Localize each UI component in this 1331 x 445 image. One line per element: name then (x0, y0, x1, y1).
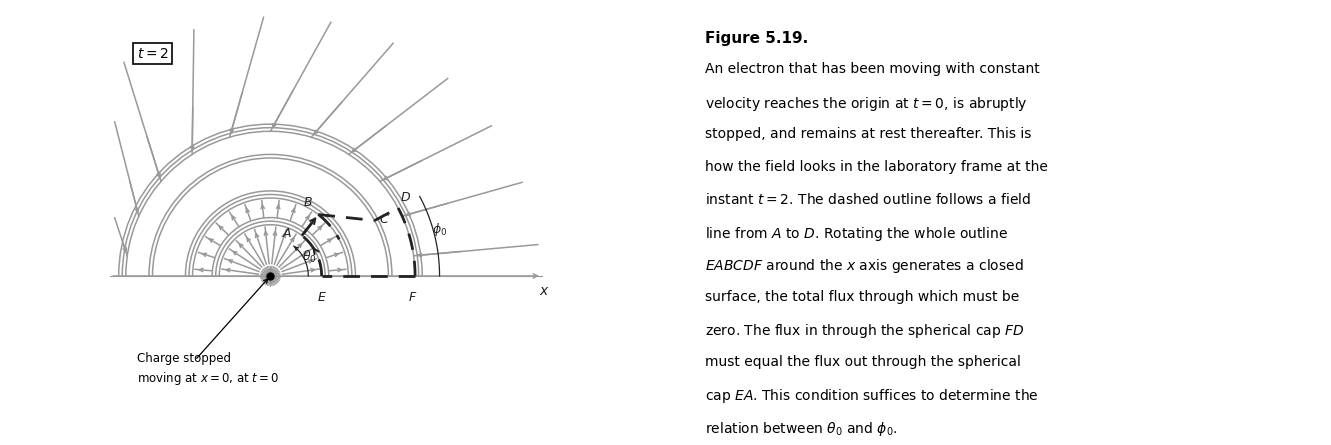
Text: $F$: $F$ (409, 291, 418, 304)
Text: $\phi_0$: $\phi_0$ (433, 221, 447, 238)
Text: instant $t = 2$. The dashed outline follows a field: instant $t = 2$. The dashed outline foll… (705, 192, 1032, 207)
Text: $\theta_0$: $\theta_0$ (302, 249, 317, 265)
Text: must equal the flux out through the spherical: must equal the flux out through the sphe… (705, 355, 1021, 368)
Text: $t = 2$: $t = 2$ (137, 47, 169, 61)
Text: velocity reaches the origin at $t = 0$, is abruptly: velocity reaches the origin at $t = 0$, … (705, 95, 1029, 113)
Text: Figure 5.19.: Figure 5.19. (705, 31, 809, 46)
Text: zero. The flux in through the spherical cap $FD$: zero. The flux in through the spherical … (705, 322, 1025, 340)
Text: $x$: $x$ (539, 284, 550, 299)
Text: cap $EA$. This condition suffices to determine the: cap $EA$. This condition suffices to det… (705, 387, 1040, 405)
Text: $A$: $A$ (282, 227, 293, 240)
Text: An electron that has been moving with constant: An electron that has been moving with co… (705, 62, 1041, 76)
Text: $EABCDF$ around the $x$ axis generates a closed: $EABCDF$ around the $x$ axis generates a… (705, 257, 1024, 275)
Text: $D$: $D$ (401, 190, 411, 203)
Text: stopped, and remains at rest thereafter. This is: stopped, and remains at rest thereafter.… (705, 127, 1032, 141)
Text: how the field looks in the laboratory frame at the: how the field looks in the laboratory fr… (705, 160, 1049, 174)
Text: $E$: $E$ (317, 291, 326, 304)
Text: line from $A$ to $D$. Rotating the whole outline: line from $A$ to $D$. Rotating the whole… (705, 225, 1009, 243)
Text: surface, the total flux through which must be: surface, the total flux through which mu… (705, 290, 1020, 303)
Text: Charge stopped
moving at $x=0$, at $t=0$: Charge stopped moving at $x=0$, at $t=0$ (137, 352, 280, 387)
Text: $C$: $C$ (379, 213, 390, 226)
Text: $B$: $B$ (303, 196, 313, 209)
Text: relation between $\theta_0$ and $\phi_0$.: relation between $\theta_0$ and $\phi_0$… (705, 420, 898, 437)
